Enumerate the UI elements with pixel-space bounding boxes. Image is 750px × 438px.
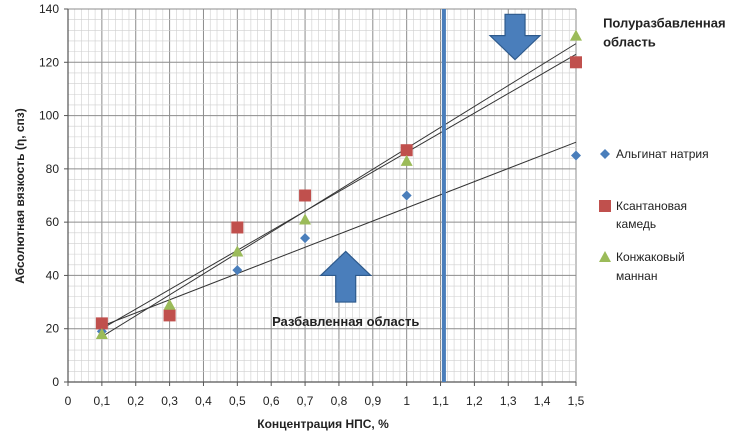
data-point-series-2 [299,189,312,202]
data-point-series-3 [570,29,582,41]
data-point-series-2 [400,144,413,157]
x-tick-label: 1,5 [568,394,585,408]
data-points [95,29,582,340]
x-axis-label: Концентрация НПС, % [257,417,389,431]
x-tick-label: 0,8 [331,394,348,408]
legend-marker-3 [599,251,611,262]
x-tick-label: 0,4 [195,394,212,408]
x-tick-label: 0,3 [161,394,178,408]
data-point-series-1 [300,233,311,244]
annotation-label: Разбавленная область [272,314,419,329]
y-tick-label: 100 [39,109,59,123]
y-tick-label: 120 [39,55,59,69]
legend-label: маннан [616,269,657,283]
legend-label: камедь [616,217,656,231]
data-point-series-1 [401,190,412,201]
y-tick-label: 80 [46,162,60,176]
legend-marker-1 [600,149,610,159]
trend-line [101,43,577,338]
x-tick-label: 0,1 [94,394,111,408]
data-point-series-1 [232,265,243,276]
legend-label: Альгинат натрия [616,147,709,161]
y-tick-label: 20 [46,322,60,336]
data-point-series-2 [95,317,108,330]
arrow-down-icon [488,13,542,61]
legend-label: Конжаковый [616,250,685,264]
legend-label: Ксантановая [616,199,687,213]
x-tick-label: 0,7 [297,394,314,408]
data-point-series-3 [163,298,176,310]
x-tick-label: 1,4 [534,394,551,408]
data-point-series-3 [95,328,108,340]
x-tick-label: 0,2 [127,394,144,408]
data-point-series-2 [570,56,582,69]
legend-marker-2 [599,200,611,212]
x-tick-label: 1 [403,394,410,408]
x-tick-label: 0,6 [263,394,280,408]
region-arrows [319,13,542,303]
x-tick-label: 1,1 [432,394,449,408]
data-point-series-3 [400,154,413,166]
x-tick-label: 1,2 [466,394,483,408]
region-annotations: Разбавленная область Полуразбавленная обла… [272,16,726,329]
y-tick-label: 40 [46,268,60,282]
trend-line [101,53,577,330]
arrow-up-icon [319,250,373,303]
axes: 0 0,1 0,2 0,3 0,4 0,5 0,6 0,7 0,8 0,9 1 1,1 1,2 1,3 1,… [39,2,585,408]
data-point-series-3 [231,245,244,257]
y-tick-label: 140 [39,2,59,16]
data-point-series-2 [163,309,176,322]
annotation-label: область [603,34,656,49]
y-tick-label: 0 [52,375,59,389]
legend: Альгинат натрия Ксантановая камедь Конжаков… [599,147,709,283]
x-tick-label: 0 [65,394,72,408]
data-point-series-2 [231,221,244,234]
x-tick-label: 0,9 [364,394,381,408]
x-tick-label: 1,3 [500,394,517,408]
y-tick-label: 60 [46,215,60,229]
data-point-series-1 [571,150,581,161]
data-point-series-3 [299,213,312,225]
annotation-label: Полуразбавленная [603,16,726,31]
y-axis-label: Абсолютная вязкость (η, спз) [13,108,27,284]
grid [67,8,577,383]
trend-lines [101,43,577,338]
x-tick-label: 0,5 [229,394,246,408]
trend-line [101,141,577,327]
